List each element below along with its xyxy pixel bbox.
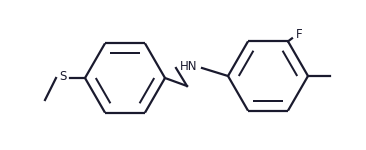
Text: F: F — [296, 28, 302, 41]
Text: S: S — [59, 70, 67, 84]
Text: HN: HN — [180, 60, 198, 72]
